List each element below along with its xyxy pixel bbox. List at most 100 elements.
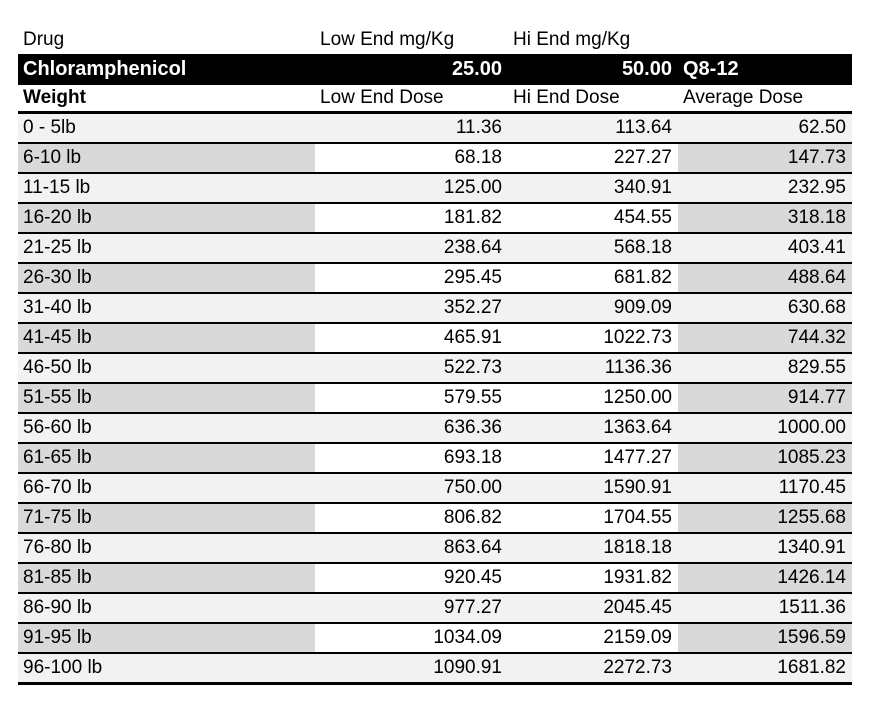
avg-dose-cell: 914.77: [678, 384, 852, 412]
avg-dose-cell: 488.64: [678, 264, 852, 292]
table-row: 81-85 lb 920.45 1931.82 1426.14: [18, 564, 852, 594]
avg-dose-cell: 1340.91: [678, 534, 852, 562]
empty-header-cell: [678, 25, 852, 54]
low-dose-cell: 465.91: [315, 324, 508, 352]
weight-cell: 6-10 lb: [18, 144, 315, 172]
table-row: 86-90 lb 977.27 2045.45 1511.36: [18, 594, 852, 624]
weight-cell: 61-65 lb: [18, 444, 315, 472]
low-dose-cell: 977.27: [315, 594, 508, 622]
avg-dose-cell: 147.73: [678, 144, 852, 172]
hi-dose-column-header: Hi End Dose: [513, 87, 620, 108]
low-dose-column-header: Low End Dose: [320, 87, 444, 108]
table-row: 21-25 lb 238.64 568.18 403.41: [18, 234, 852, 264]
hi-end-mgkg-header: Hi End mg/Kg: [513, 28, 631, 50]
low-dose-cell: 125.00: [315, 174, 508, 202]
weight-cell: 66-70 lb: [18, 474, 315, 502]
table-row: 11-15 lb 125.00 340.91 232.95: [18, 174, 852, 204]
table-row: 61-65 lb 693.18 1477.27 1085.23: [18, 444, 852, 474]
weight-cell: 56-60 lb: [18, 414, 315, 442]
hi-dose-cell: 2045.45: [508, 594, 678, 622]
table-row: 66-70 lb 750.00 1590.91 1170.45: [18, 474, 852, 504]
weight-column-header: Weight: [23, 87, 86, 108]
avg-dose-cell: 62.50: [678, 114, 852, 142]
weight-cell: 21-25 lb: [18, 234, 315, 262]
table-row: 46-50 lb 522.73 1136.36 829.55: [18, 354, 852, 384]
hi-dose-cell: 340.91: [508, 174, 678, 202]
avg-dose-cell: 1170.45: [678, 474, 852, 502]
drug-header-label: Drug: [23, 28, 65, 50]
table-row: 91-95 lb 1034.09 2159.09 1596.59: [18, 624, 852, 654]
weight-cell: 51-55 lb: [18, 384, 315, 412]
hi-dose-cell: 909.09: [508, 294, 678, 322]
low-end-mgkg-header: Low End mg/Kg: [320, 28, 455, 50]
avg-dose-cell: 1426.14: [678, 564, 852, 592]
avg-dose-cell: 1255.68: [678, 504, 852, 532]
avg-dose-cell: 403.41: [678, 234, 852, 262]
weight-cell: 71-75 lb: [18, 504, 315, 532]
hi-dose-cell: 568.18: [508, 234, 678, 262]
drug-name: Chloramphenicol: [23, 58, 187, 80]
table-row: 41-45 lb 465.91 1022.73 744.32: [18, 324, 852, 354]
weight-cell: 41-45 lb: [18, 324, 315, 352]
avg-dose-cell: 1511.36: [678, 594, 852, 622]
avg-dose-cell: 1000.00: [678, 414, 852, 442]
column-header-row: Weight Low End Dose Hi End Dose Average …: [18, 85, 852, 114]
weight-cell: 0 - 5lb: [18, 114, 315, 142]
low-dose-cell: 806.82: [315, 504, 508, 532]
hi-dose-cell: 1022.73: [508, 324, 678, 352]
table-row: 16-20 lb 181.82 454.55 318.18: [18, 204, 852, 234]
hi-dose-cell: 2272.73: [508, 654, 678, 682]
hi-dose-cell: 1931.82: [508, 564, 678, 592]
hi-dose-cell: 1363.64: [508, 414, 678, 442]
low-dose-cell: 11.36: [315, 114, 508, 142]
table-row: 6-10 lb 68.18 227.27 147.73: [18, 144, 852, 174]
drug-low-end-value: 25.00: [451, 58, 502, 80]
low-dose-cell: 522.73: [315, 354, 508, 382]
drug-band-row: Chloramphenicol 25.00 50.00 Q8-12: [18, 54, 852, 85]
dosing-schedule: Q8-12: [683, 58, 739, 80]
hi-dose-cell: 2159.09: [508, 624, 678, 652]
avg-dose-cell: 829.55: [678, 354, 852, 382]
weight-cell: 46-50 lb: [18, 354, 315, 382]
hi-dose-cell: 1250.00: [508, 384, 678, 412]
table-body: 0 - 5lb 11.36 113.64 62.50 6-10 lb 68.18 227.2…: [18, 114, 852, 685]
header-top-row: Drug Low End mg/Kg Hi End mg/Kg: [18, 25, 852, 54]
weight-cell: 31-40 lb: [18, 294, 315, 322]
dosing-table: Drug Low End mg/Kg Hi End mg/Kg Chloramp…: [18, 25, 852, 685]
table-row: 0 - 5lb 11.36 113.64 62.50: [18, 114, 852, 144]
low-dose-cell: 295.45: [315, 264, 508, 292]
hi-dose-cell: 1818.18: [508, 534, 678, 562]
hi-dose-cell: 1136.36: [508, 354, 678, 382]
hi-dose-cell: 227.27: [508, 144, 678, 172]
low-dose-cell: 863.64: [315, 534, 508, 562]
weight-cell: 81-85 lb: [18, 564, 315, 592]
low-dose-cell: 1034.09: [315, 624, 508, 652]
table-row: 51-55 lb 579.55 1250.00 914.77: [18, 384, 852, 414]
table-row: 56-60 lb 636.36 1363.64 1000.00: [18, 414, 852, 444]
weight-cell: 91-95 lb: [18, 624, 315, 652]
table-row: 31-40 lb 352.27 909.09 630.68: [18, 294, 852, 324]
table-row: 76-80 lb 863.64 1818.18 1340.91: [18, 534, 852, 564]
low-dose-cell: 920.45: [315, 564, 508, 592]
low-dose-cell: 579.55: [315, 384, 508, 412]
low-dose-cell: 352.27: [315, 294, 508, 322]
hi-dose-cell: 113.64: [508, 114, 678, 142]
weight-cell: 26-30 lb: [18, 264, 315, 292]
table-row: 96-100 lb 1090.91 2272.73 1681.82: [18, 654, 852, 685]
low-dose-cell: 181.82: [315, 204, 508, 232]
avg-dose-cell: 1596.59: [678, 624, 852, 652]
low-dose-cell: 68.18: [315, 144, 508, 172]
table-row: 71-75 lb 806.82 1704.55 1255.68: [18, 504, 852, 534]
low-dose-cell: 750.00: [315, 474, 508, 502]
table-row: 26-30 lb 295.45 681.82 488.64: [18, 264, 852, 294]
avg-dose-cell: 232.95: [678, 174, 852, 202]
low-dose-cell: 636.36: [315, 414, 508, 442]
avg-dose-cell: 318.18: [678, 204, 852, 232]
avg-dose-cell: 744.32: [678, 324, 852, 352]
drug-hi-end-value: 50.00: [621, 58, 672, 80]
avg-dose-cell: 1085.23: [678, 444, 852, 472]
weight-cell: 86-90 lb: [18, 594, 315, 622]
hi-dose-cell: 1590.91: [508, 474, 678, 502]
avg-dose-cell: 630.68: [678, 294, 852, 322]
weight-cell: 96-100 lb: [18, 654, 315, 682]
